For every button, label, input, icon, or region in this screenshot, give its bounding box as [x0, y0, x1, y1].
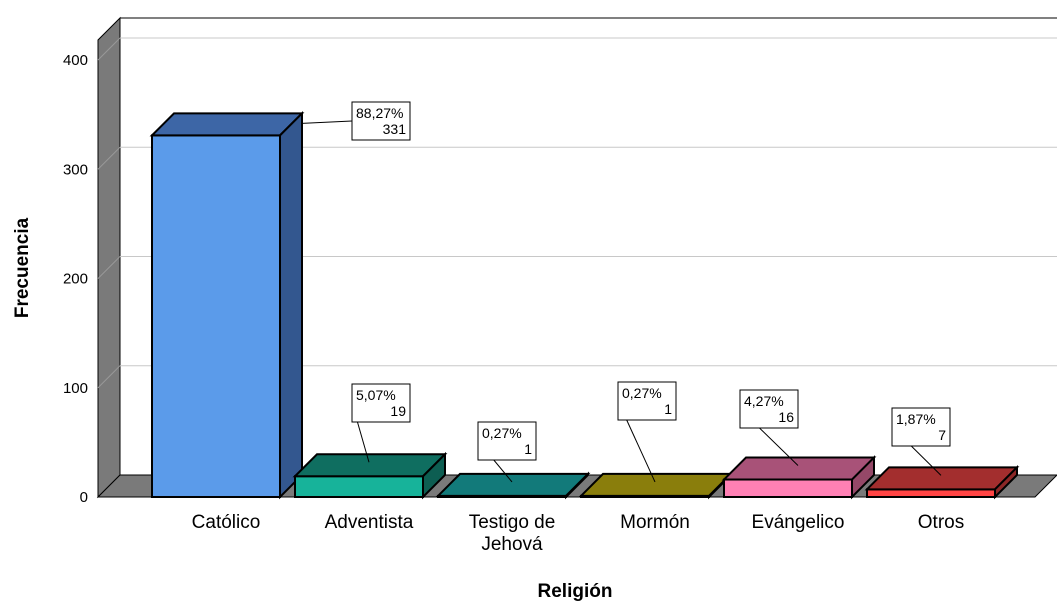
bar-top: [149, 112, 305, 137]
bar: [151, 134, 281, 498]
y-tick-label: 300: [63, 161, 88, 178]
value-label: 19: [390, 403, 406, 419]
value-label: 1: [524, 441, 532, 457]
bar-side: [565, 471, 589, 500]
callout-leader: [301, 120, 353, 124]
percent-label: 88,27%: [356, 105, 403, 121]
bar-side: [851, 455, 875, 500]
percent-label: 0,27%: [482, 425, 522, 441]
bar-side: [994, 464, 1018, 500]
gridline-wall: [97, 37, 121, 61]
category-label: Evángelico: [752, 512, 845, 533]
value-label: 16: [778, 409, 794, 425]
callout-box: [617, 381, 677, 421]
category-label: Otros: [918, 512, 964, 533]
percent-label: 4,27%: [744, 393, 784, 409]
callout-box: [477, 421, 537, 461]
bar-side: [422, 451, 446, 500]
callout-box: [351, 101, 411, 141]
left-wall: [97, 16, 121, 499]
y-tick-label: 100: [63, 380, 88, 397]
y-axis-title: Frecuencia: [12, 217, 33, 318]
category-label: Mormón: [620, 512, 690, 533]
y-tick-label: 400: [63, 52, 88, 69]
percent-label: 5,07%: [356, 387, 396, 403]
gridline-wall: [97, 146, 121, 170]
bar: [294, 475, 424, 498]
callout-box: [739, 389, 799, 429]
category-label: Testigo de: [469, 512, 556, 533]
bar: [723, 478, 853, 498]
gridline-wall: [97, 365, 121, 389]
value-label: 331: [383, 121, 407, 137]
bar-top: [435, 472, 591, 497]
y-tick-label: 0: [80, 489, 88, 506]
category-label: Jehová: [481, 534, 543, 555]
value-label: 7: [938, 427, 946, 443]
bar: [866, 488, 996, 499]
category-label: Católico: [192, 512, 261, 533]
percent-label: 0,27%: [622, 385, 662, 401]
bar-top: [721, 456, 877, 481]
y-tick-label: 200: [63, 271, 88, 288]
callout-box: [891, 407, 951, 447]
category-label: Adventista: [325, 512, 414, 533]
bar-top: [578, 472, 734, 497]
bar-top: [292, 453, 448, 478]
x-axis-title: Religión: [538, 581, 613, 602]
gridline-wall: [97, 256, 121, 279]
value-label: 1: [664, 401, 672, 417]
percent-label: 1,87%: [896, 411, 936, 427]
bar-top: [864, 466, 1020, 491]
bar-side: [279, 110, 303, 500]
callout-box: [351, 383, 411, 423]
